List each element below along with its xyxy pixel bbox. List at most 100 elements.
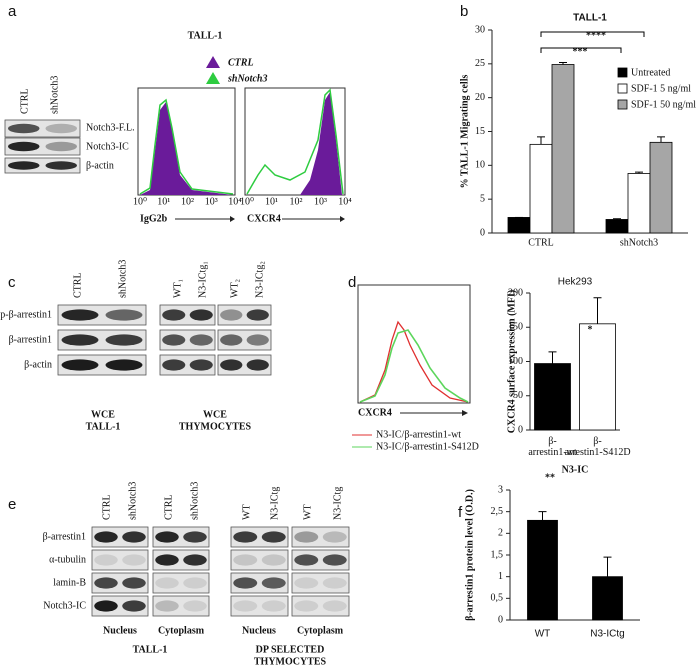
hist-tick-label: 10⁴ xyxy=(228,196,242,207)
legend-label: N3-IC/β-arrestin1-wt xyxy=(376,429,461,440)
error-bar xyxy=(559,61,567,65)
panel-letter: f xyxy=(458,504,463,521)
lane-label: WT xyxy=(241,504,252,520)
blot-frame xyxy=(230,595,289,617)
row-label: β-actin xyxy=(86,160,114,171)
fraction-label: Nucleus xyxy=(103,625,137,636)
x-axis-label: N3-IC xyxy=(562,464,589,475)
blot-frame xyxy=(291,526,350,548)
bar xyxy=(627,173,651,234)
hist-tick-label: 10⁰ xyxy=(133,196,147,207)
hist-x-label: IgG2b xyxy=(140,213,168,224)
blot-band xyxy=(8,161,40,170)
y-tick-label: 20 xyxy=(475,92,485,103)
blot-frame xyxy=(230,549,289,571)
blot-band xyxy=(45,123,77,134)
blot-band xyxy=(61,334,99,346)
error-bar xyxy=(603,556,612,577)
blot-band xyxy=(155,577,179,589)
blot-band xyxy=(45,141,77,152)
blot-band xyxy=(233,554,258,566)
significance: **** xyxy=(586,30,606,41)
blot-band xyxy=(105,309,143,321)
hist-tick-label: 10³ xyxy=(314,196,327,207)
y-tick-label: 15 xyxy=(475,126,485,137)
blot-band xyxy=(261,577,286,589)
y-tick-label: 50 xyxy=(513,390,523,401)
row-label: β-actin xyxy=(24,359,52,370)
histogram-cxcr4 xyxy=(244,87,346,196)
legend-swatch xyxy=(617,83,628,94)
error-bar xyxy=(613,218,621,220)
lane-label: shNotch3 xyxy=(117,260,128,298)
blot-band xyxy=(220,359,243,371)
panel-letter: e xyxy=(8,496,16,513)
blot-band xyxy=(189,309,213,321)
legend-label: N3-IC/β-arrestin1-S412D xyxy=(376,441,479,452)
bar xyxy=(529,143,553,234)
blot-frame xyxy=(91,549,149,571)
panel-letter: a xyxy=(8,3,17,20)
blot-band xyxy=(94,577,118,589)
blot-band xyxy=(8,123,40,134)
caption: DP SELECTED xyxy=(256,644,325,655)
blot-band xyxy=(122,554,146,566)
lane-label: N3-ICtg xyxy=(332,487,343,520)
legend-label: SDF-1 50 ng/ml xyxy=(631,99,696,110)
blot-band xyxy=(122,600,146,612)
blot-band xyxy=(183,554,207,566)
blot-band xyxy=(294,577,319,589)
row-label: Notch3-IC xyxy=(43,600,86,611)
blot-band xyxy=(261,600,286,612)
blot-band xyxy=(105,334,143,346)
blot-band xyxy=(294,554,319,566)
x-tick-label: N3-ICtg xyxy=(590,629,624,640)
x-tick-label: CTRL xyxy=(528,237,554,248)
row-label: lamin-B xyxy=(53,577,86,588)
hist-tick-label: 10⁰ xyxy=(240,196,254,207)
lane-label: CTRL xyxy=(19,88,30,114)
blot-band xyxy=(246,309,269,321)
blot-band xyxy=(155,600,179,612)
blot-band xyxy=(8,141,40,152)
bar xyxy=(551,64,575,234)
caption: THYMOCYTES xyxy=(254,656,327,667)
legend-swatch xyxy=(617,99,628,110)
legend-label: CTRL xyxy=(228,57,254,68)
error-bar xyxy=(537,136,545,145)
blot-band xyxy=(183,531,207,543)
legend-label: SDF-1 5 ng/ml xyxy=(631,83,691,94)
axis-arrow-head xyxy=(340,216,345,222)
bar xyxy=(579,323,616,431)
legend-marker xyxy=(206,56,220,68)
y-axis-label: β-arrestin1 protein level (O.D.) xyxy=(464,489,475,621)
blot-band xyxy=(45,161,77,170)
blot-band xyxy=(183,577,207,589)
panel-letter: c xyxy=(8,274,16,291)
lane-label: shNotch3 xyxy=(189,482,200,520)
row-label: Notch3-F.L. xyxy=(86,122,135,133)
blot-band xyxy=(155,554,179,566)
error-bar xyxy=(657,136,665,143)
y-tick-label: 100 xyxy=(508,356,523,367)
lane-label: shNotch3 xyxy=(49,76,60,114)
axis-arrow-head xyxy=(462,410,468,416)
caption: TALL-1 xyxy=(133,644,168,655)
hist-tick-label: 10² xyxy=(181,196,194,207)
chart-title: Hek293 xyxy=(558,277,593,288)
hist-tick-label: 10¹ xyxy=(265,196,278,207)
y-tick-label: 10 xyxy=(475,160,485,171)
blot-band xyxy=(61,309,99,321)
y-tick-label: 1,5 xyxy=(491,549,504,560)
row-label: β-arrestin1 xyxy=(9,334,52,345)
row-label: p-β-arrestin1 xyxy=(0,309,52,320)
bar xyxy=(507,217,531,234)
chart-title: TALL-1 xyxy=(573,13,607,24)
blot-band xyxy=(94,531,118,543)
legend-label: Untreated xyxy=(631,67,670,78)
blot-band xyxy=(322,577,347,589)
blot-band xyxy=(162,309,186,321)
caption: TALL-1 xyxy=(86,421,121,432)
fraction-label: Cytoplasm xyxy=(297,625,344,636)
bar xyxy=(527,519,558,621)
